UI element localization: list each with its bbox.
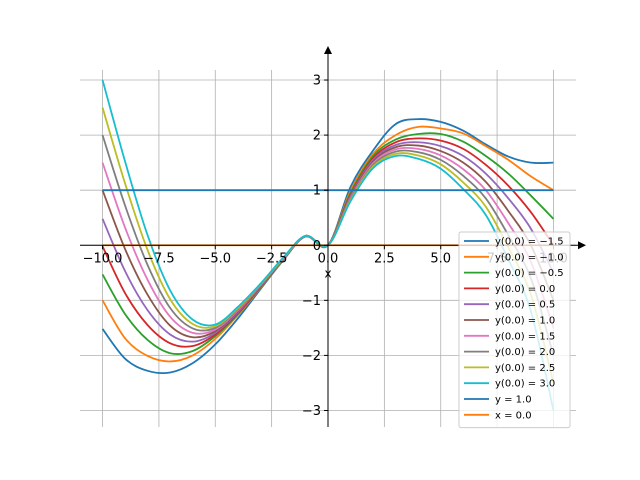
- legend-label: y(0.0) = 2.0: [495, 347, 555, 358]
- legend-label: y(0.0) = −1.5: [495, 237, 564, 248]
- x-tick-label: −2.5: [256, 251, 288, 266]
- legend-label: y(0.0) = 1.5: [495, 331, 555, 342]
- legend-box: [458, 231, 571, 429]
- legend-label: y(0.0) = 3.0: [495, 379, 555, 390]
- legend: y(0.0) = −1.5 y(0.0) = −1.0 y(0.0) = −0.5 y…: [458, 231, 571, 429]
- y-axis-arrow: [324, 46, 332, 54]
- y-tick-label: 1: [313, 184, 321, 199]
- legend-label: y(0.0) = 0.0: [495, 284, 555, 295]
- y-tick-label: 3: [313, 74, 321, 89]
- y-tick-label: 2: [313, 129, 321, 144]
- y-tick-label: −3: [302, 404, 321, 419]
- tick-labels: −10.0−7.5−5.0−2.50.02.55.07.510.0−3−2−10…: [83, 74, 568, 419]
- y-tick-label: 0: [313, 239, 321, 254]
- x-tick-label: 2.5: [374, 251, 395, 266]
- legend-label: y = 1.0: [495, 395, 532, 406]
- legend-label: x = 0.0: [495, 410, 532, 421]
- y-tick-label: −2: [302, 349, 321, 364]
- x-axis-label: x: [324, 266, 331, 280]
- legend-label: y(0.0) = 0.5: [495, 300, 555, 311]
- x-tick-label: −5.0: [199, 251, 231, 266]
- x-axis-arrow: [578, 241, 586, 250]
- legend-label: y(0.0) = 2.5: [495, 363, 555, 374]
- legend-label: y(0.0) = −1.0: [495, 252, 564, 263]
- x-tick-label: −10.0: [83, 251, 123, 266]
- y-tick-label: −1: [302, 294, 321, 309]
- x-tick-label: 0.0: [318, 251, 339, 266]
- x-tick-label: 5.0: [430, 251, 451, 266]
- x-tick-label: −7.5: [143, 251, 175, 266]
- legend-label: y(0.0) = 1.0: [495, 316, 555, 327]
- legend-label: y(0.0) = −0.5: [495, 268, 564, 279]
